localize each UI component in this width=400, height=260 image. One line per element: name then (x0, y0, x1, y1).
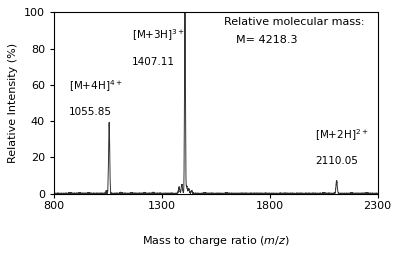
Text: [M+3H]$^{3+}$: [M+3H]$^{3+}$ (132, 28, 185, 43)
Text: [M+4H]$^{4+}$: [M+4H]$^{4+}$ (69, 78, 123, 94)
Text: Relative molecular mass:: Relative molecular mass: (224, 17, 365, 27)
Text: 1055.85: 1055.85 (69, 107, 112, 118)
Text: M= 4218.3: M= 4218.3 (236, 35, 298, 45)
Text: [M+2H]$^{2+}$: [M+2H]$^{2+}$ (315, 127, 369, 143)
Text: Mass to charge ratio ($\it{m/z}$): Mass to charge ratio ($\it{m/z}$) (142, 233, 290, 248)
Y-axis label: Relative Intensity (%): Relative Intensity (%) (8, 43, 18, 163)
Text: 1407.11: 1407.11 (132, 57, 175, 67)
Text: 2110.05: 2110.05 (315, 157, 358, 166)
